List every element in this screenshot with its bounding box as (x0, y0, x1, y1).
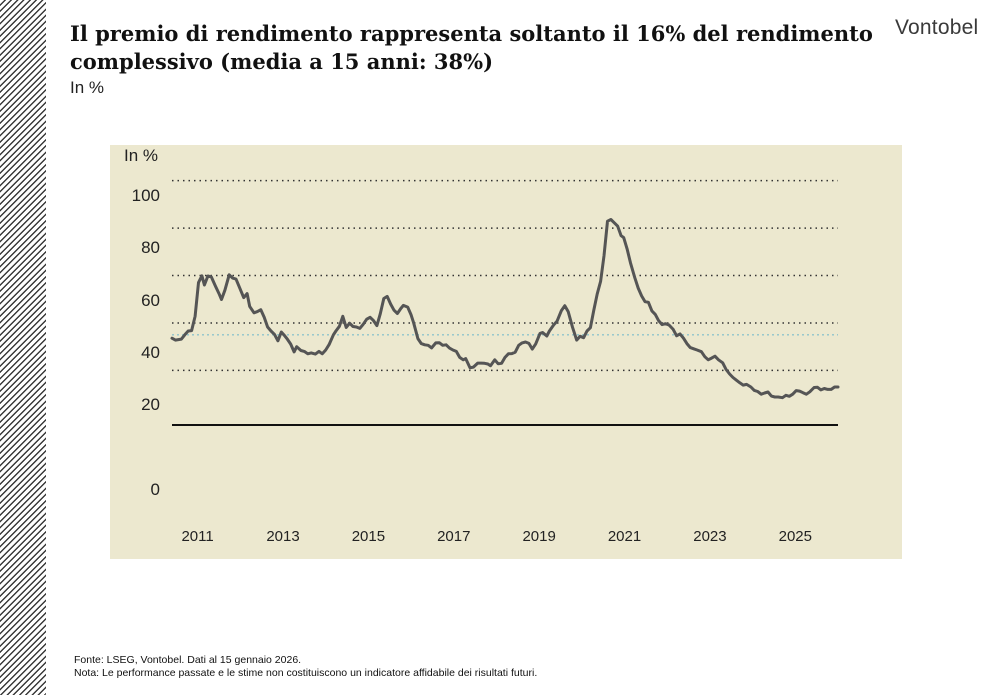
page-title: Il premio di rendimento rappresenta solt… (70, 21, 873, 74)
x-tick-label: 2023 (693, 528, 726, 545)
x-axis-ticks: 2011 2013 2015 2017 2019 2021 2023 2025 (181, 528, 812, 545)
chart-panel: 0 20 40 60 80 100 2011 2013 2015 2017 2019 2021 202… (110, 145, 902, 559)
x-tick-label: 2017 (437, 528, 470, 545)
disclaimer-note: Nota: Le performance passate e le stime … (74, 667, 538, 679)
x-tick-label: 2015 (352, 528, 385, 545)
y-tick-label: 100 (132, 186, 160, 205)
unit-subtitle: In % (70, 78, 105, 97)
series-line (170, 218, 840, 400)
hatched-margin (0, 0, 46, 695)
x-tick-label: 2019 (522, 528, 555, 545)
x-tick-label: 2011 (181, 528, 213, 545)
footer: Fonte: LSEG, Vontobel. Dati al 15 gennai… (74, 654, 537, 680)
y-tick-label: 40 (141, 343, 160, 362)
x-tick-label: 2025 (779, 528, 812, 545)
y-axis-unit-label: In % (124, 146, 158, 165)
line-chart: 0 20 40 60 80 100 2011 2013 2015 2017 2019 2021 202… (124, 146, 840, 545)
y-tick-label: 80 (141, 238, 160, 257)
series-group (170, 218, 840, 400)
y-tick-label: 60 (141, 291, 160, 310)
vontobel-logo: Vontobel (895, 16, 979, 39)
y-tick-label: 20 (141, 395, 160, 414)
gridlines (172, 179, 838, 372)
source-note: Fonte: LSEG, Vontobel. Dati al 15 gennai… (74, 654, 302, 666)
y-axis-ticks: 0 20 40 60 80 100 (132, 186, 160, 499)
x-tick-label: 2013 (266, 528, 299, 545)
y-tick-label: 0 (151, 480, 160, 499)
x-tick-label: 2021 (608, 528, 641, 545)
